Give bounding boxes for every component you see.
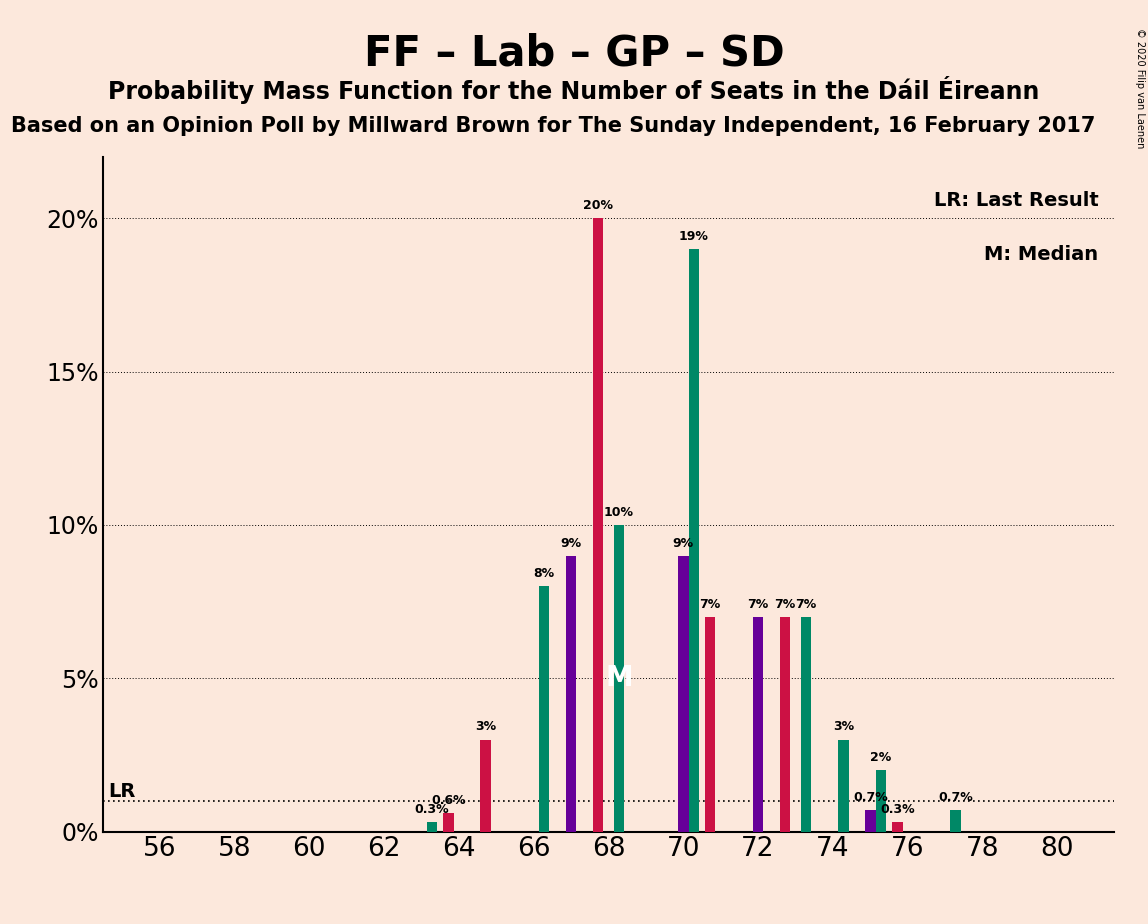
Text: FF – Lab – GP – SD: FF – Lab – GP – SD — [364, 32, 784, 74]
Bar — [779, 617, 790, 832]
Text: 20%: 20% — [583, 200, 613, 213]
Text: 9%: 9% — [673, 537, 693, 550]
Text: 10%: 10% — [604, 505, 634, 519]
Text: Probability Mass Function for the Number of Seats in the Dáil Éireann: Probability Mass Function for the Number… — [108, 76, 1040, 103]
Text: 19%: 19% — [678, 230, 708, 243]
Text: 7%: 7% — [747, 598, 769, 611]
Text: 7%: 7% — [775, 598, 796, 611]
Text: 0.3%: 0.3% — [414, 803, 449, 816]
Bar — [876, 771, 886, 832]
Text: 0.6%: 0.6% — [430, 794, 466, 807]
Text: M: M — [605, 664, 633, 692]
Text: LR: LR — [108, 782, 135, 801]
Text: 3%: 3% — [475, 721, 496, 734]
Bar — [566, 555, 576, 832]
Bar — [838, 739, 848, 832]
Text: 7%: 7% — [699, 598, 721, 611]
Text: 8%: 8% — [534, 567, 554, 580]
Bar — [538, 587, 550, 832]
Text: © 2020 Filip van Laenen: © 2020 Filip van Laenen — [1135, 28, 1145, 148]
Text: 3%: 3% — [832, 721, 854, 734]
Text: Based on an Opinion Poll by Millward Brown for The Sunday Independent, 16 Februa: Based on an Opinion Poll by Millward Bro… — [11, 116, 1096, 136]
Text: 7%: 7% — [796, 598, 816, 611]
Text: 0.3%: 0.3% — [881, 803, 915, 816]
Bar — [443, 813, 453, 832]
Bar — [801, 617, 812, 832]
Text: 9%: 9% — [560, 537, 582, 550]
Text: 2%: 2% — [870, 751, 892, 764]
Bar — [705, 617, 715, 832]
Text: LR: Last Result: LR: Last Result — [933, 191, 1099, 210]
Bar — [614, 525, 625, 832]
Bar — [892, 822, 902, 832]
Bar — [592, 218, 603, 832]
Bar — [427, 822, 437, 832]
Bar — [689, 249, 699, 832]
Bar — [678, 555, 689, 832]
Text: 0.7%: 0.7% — [853, 791, 887, 804]
Text: M: Median: M: Median — [984, 245, 1099, 263]
Bar — [481, 739, 491, 832]
Bar — [753, 617, 763, 832]
Bar — [866, 810, 876, 832]
Text: 0.7%: 0.7% — [938, 791, 974, 804]
Bar — [951, 810, 961, 832]
